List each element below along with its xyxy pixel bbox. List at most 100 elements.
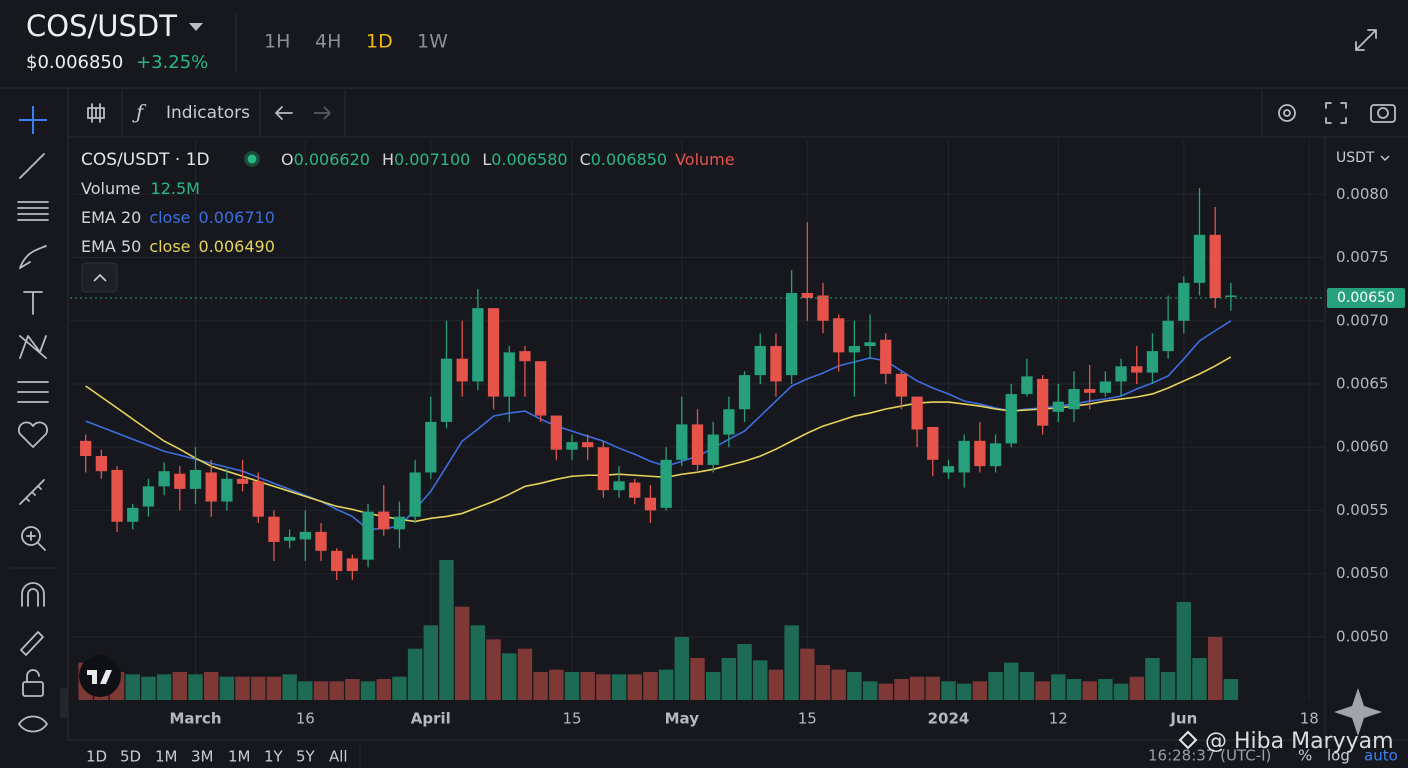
timeframe-button[interactable]: 1H	[264, 31, 290, 53]
timeframe-button[interactable]: 1W	[417, 31, 448, 53]
volume-bar	[1035, 681, 1050, 700]
chart-type-button[interactable]	[87, 103, 105, 123]
redo-button[interactable]	[314, 106, 331, 120]
timeframe-button[interactable]: 4H	[315, 31, 341, 53]
range-button[interactable]: 1M	[155, 748, 178, 766]
candle-body	[691, 424, 704, 465]
brush-tool[interactable]	[19, 245, 47, 269]
collapse-legend-button[interactable]	[81, 262, 118, 293]
fullscreen-icon[interactable]	[1355, 29, 1377, 51]
y-tick-label: 0.0060	[1336, 438, 1389, 456]
indicators-icon[interactable]: ƒ	[132, 100, 147, 124]
candle-body	[801, 292, 813, 299]
x-tick-label: March	[169, 710, 221, 728]
currency-selector[interactable]: USDT	[1336, 150, 1375, 166]
settings-center	[1283, 109, 1291, 117]
candle-body	[927, 426, 939, 460]
lock-shackle	[26, 669, 40, 683]
magnet-tool[interactable]	[21, 582, 45, 607]
range-button[interactable]: 5Y	[296, 748, 316, 766]
candle-body	[393, 516, 406, 530]
zoom-tool[interactable]	[21, 526, 41, 546]
undo-button[interactable]	[275, 106, 293, 120]
ohlc-key: C	[580, 150, 591, 169]
visibility-tool[interactable]	[18, 715, 48, 733]
auto-toggle[interactable]: auto	[1364, 747, 1398, 765]
volume-bar	[517, 648, 533, 700]
ema-value: 0.006490	[199, 237, 275, 256]
volume-bar	[1207, 637, 1223, 700]
volume-bar	[235, 676, 250, 700]
screenshot-lens	[1377, 107, 1389, 119]
legend-title: COS/USDT · 1D	[81, 150, 210, 170]
candle-body	[534, 361, 547, 416]
maximize-button[interactable]	[1325, 102, 1347, 124]
timeframe-button[interactable]: 1D	[366, 31, 393, 53]
forecast-tool[interactable]	[17, 381, 49, 403]
symbol[interactable]: COS/USDT	[26, 9, 177, 43]
ruler-tool[interactable]	[19, 479, 45, 505]
volume-bar	[690, 658, 705, 700]
ema-value: 0.006710	[199, 208, 275, 227]
volume-bar	[502, 653, 517, 700]
screenshot-button[interactable]	[1370, 104, 1396, 123]
range-button[interactable]: 1M	[228, 748, 251, 766]
drawing-tools	[10, 106, 58, 733]
plot: 0.00650	[70, 188, 1405, 700]
volume-bar	[156, 674, 172, 700]
y-tick-label: 0.0050	[1336, 564, 1389, 582]
ohlc-value: 0.006850	[591, 150, 667, 169]
volume-bar	[800, 648, 815, 700]
candle-body	[1131, 366, 1143, 373]
trendline-tool[interactable]	[19, 153, 45, 179]
candle-body	[95, 456, 108, 472]
percent-toggle[interactable]: %	[1298, 747, 1312, 765]
range-button[interactable]: 5D	[120, 748, 141, 766]
currency-dropdown[interactable]	[1380, 155, 1390, 161]
candle-body	[174, 473, 186, 489]
pattern-tool[interactable]	[19, 335, 47, 359]
settings-button[interactable]	[1278, 104, 1296, 122]
x-tick-label: April	[411, 710, 451, 728]
crosshair-tool[interactable]	[19, 106, 47, 134]
candle-body	[456, 358, 468, 382]
candle-body	[142, 486, 155, 507]
range-button[interactable]: 1D	[86, 748, 107, 766]
symbol-dropdown[interactable]	[189, 23, 203, 31]
volume-bar	[329, 681, 344, 700]
price-change: +3.25%	[136, 52, 208, 73]
log-toggle[interactable]: log	[1327, 747, 1350, 765]
candle-body	[597, 447, 610, 491]
candle-body	[221, 478, 233, 502]
range-button[interactable]: 1Y	[264, 748, 284, 766]
volume-bar	[376, 679, 391, 700]
volume-bar	[580, 672, 595, 700]
candle-body	[236, 478, 249, 484]
volume-bar	[1066, 679, 1082, 700]
candle-body	[864, 342, 876, 347]
volume-bar	[956, 683, 972, 700]
candle-body	[644, 497, 657, 511]
volume-bar	[266, 676, 282, 700]
candle-body	[1225, 295, 1237, 297]
favorites[interactable]	[17, 421, 49, 448]
range-button[interactable]: All	[329, 748, 348, 766]
fib-tool[interactable]	[17, 201, 49, 221]
text-tool[interactable]	[23, 291, 43, 315]
sidebar-toggle[interactable]	[60, 688, 68, 718]
volume-bar	[454, 606, 470, 700]
ema-source: close	[149, 237, 190, 256]
lock-tool[interactable]	[22, 681, 44, 697]
range-button[interactable]: 3M	[191, 748, 214, 766]
candle-body	[346, 558, 359, 572]
volume-bar	[1160, 672, 1176, 700]
candle-body	[1162, 320, 1174, 352]
lock-draw-tool[interactable]	[20, 631, 44, 656]
candle-body	[268, 516, 280, 542]
candle-body	[582, 442, 594, 448]
y-tick-label: 0.0070	[1336, 311, 1389, 329]
volume-bar	[1082, 681, 1097, 700]
candle-body	[1209, 234, 1221, 299]
indicators-button[interactable]: Indicators	[166, 103, 250, 123]
volume-legend: Volume 12.5M	[81, 179, 200, 198]
